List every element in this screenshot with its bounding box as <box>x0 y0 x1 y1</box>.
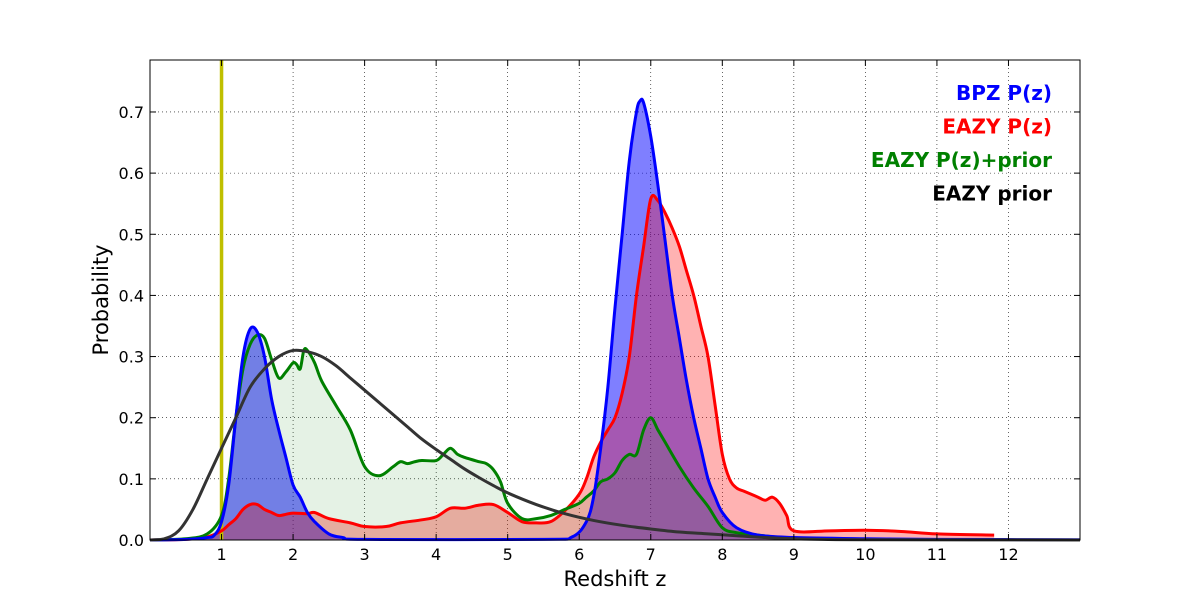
x-axis-label: Redshift z <box>564 567 667 591</box>
legend: BPZ P(z) EAZY P(z) EAZY P(z)+prior EAZY pri… <box>871 81 1052 206</box>
legend-entry-bpz-p-z: BPZ P(z) <box>956 81 1052 105</box>
y-tick-label: 0.1 <box>119 470 144 489</box>
eazy-p-z-prior-area <box>150 334 794 540</box>
y-tick-label: 0.7 <box>119 103 144 122</box>
x-tick-label: 4 <box>431 545 441 564</box>
series-layer <box>149 60 1081 542</box>
y-tick-label: 0.0 <box>119 531 144 550</box>
legend-entry-eazy-p-z: EAZY P(z) <box>942 115 1052 139</box>
y-tick-label: 0.2 <box>119 409 144 428</box>
eazy-p-z-prior-line <box>149 333 794 542</box>
x-tick-label: 8 <box>717 545 727 564</box>
x-tick-label: 7 <box>646 545 656 564</box>
x-tick-label: 3 <box>360 545 370 564</box>
x-tick-label: 12 <box>998 545 1018 564</box>
eazy-prior-line <box>149 348 1081 542</box>
y-axis-label: Probability <box>89 244 113 355</box>
x-tick-label: 2 <box>288 545 298 564</box>
x-tick-label: 10 <box>855 545 875 564</box>
y-tick-label: 0.4 <box>119 286 144 305</box>
y-tick-label: 0.5 <box>119 225 144 244</box>
bpz-p-z-line <box>149 97 1081 542</box>
plot-frame <box>149 59 1081 541</box>
ticks: 1 2 3 4 5 6 7 8 9 10 11 120.00.10.20.30.40.50.60.7 <box>119 60 1080 564</box>
eazy-p-z-line <box>149 193 995 542</box>
legend-entry-eazy-prior: EAZY prior <box>932 182 1052 206</box>
x-tick-label: 5 <box>503 545 513 564</box>
legend-entry-eazy-p-z-prior: EAZY P(z)+prior <box>871 148 1052 172</box>
y-tick-label: 0.3 <box>119 348 144 367</box>
x-tick-label: 6 <box>574 545 584 564</box>
x-tick-label: 11 <box>927 545 947 564</box>
x-tick-label: 1 <box>216 545 226 564</box>
x-tick-label: 9 <box>789 545 799 564</box>
y-tick-label: 0.6 <box>119 164 144 183</box>
